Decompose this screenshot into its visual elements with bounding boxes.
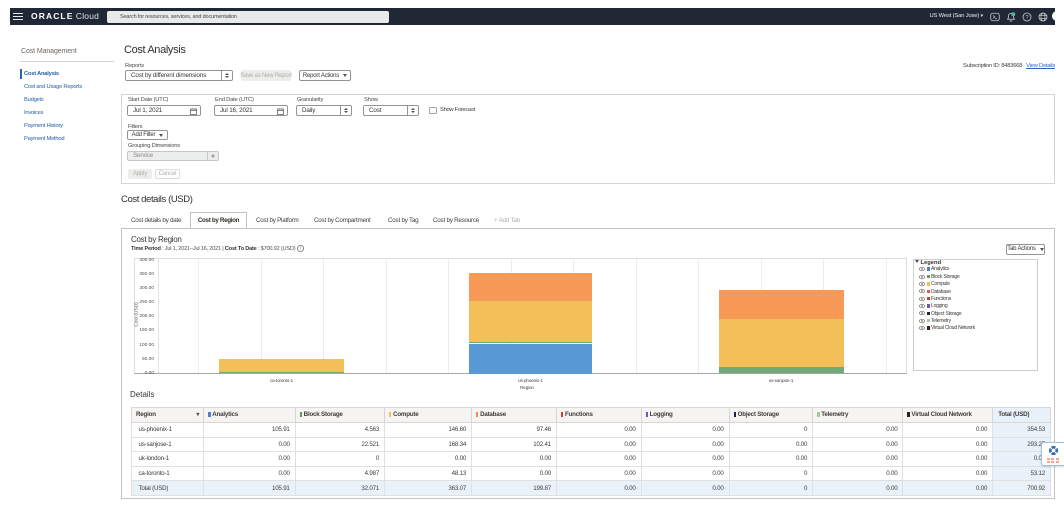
svg-text:?: ? <box>1025 14 1028 20</box>
